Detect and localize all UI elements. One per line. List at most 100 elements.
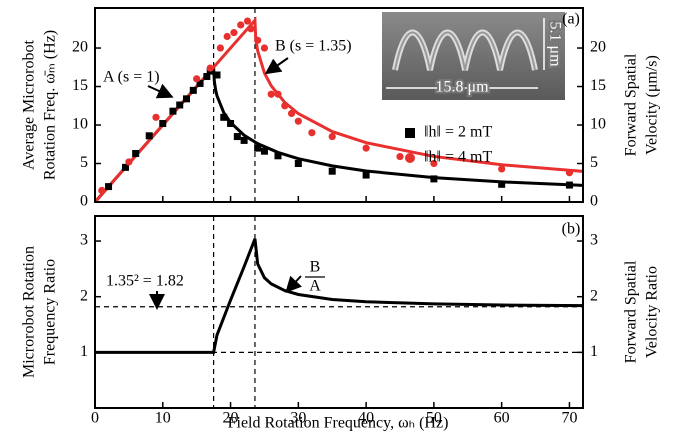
y-axis-label: Average Microrobot — [21, 40, 38, 170]
legend-label: ‖h‖ = 2 mT — [424, 124, 492, 141]
x-tick-label: 70 — [561, 410, 577, 427]
inset-width-label: 15.8 μm — [435, 79, 489, 96]
fraction-numerator: B — [310, 259, 321, 276]
y2-tick-label: 0 — [590, 193, 598, 210]
fit-curve — [95, 238, 584, 354]
inset-helix-shade — [394, 31, 536, 71]
annotation: B (s = 1.35) — [275, 38, 352, 55]
data-point — [254, 36, 262, 44]
data-point — [240, 136, 248, 144]
data-point — [274, 90, 282, 98]
y-tick-label: 3 — [80, 232, 88, 249]
legend-marker — [405, 128, 415, 138]
y2-tick-label: 15 — [590, 77, 606, 94]
y-tick-label: 5 — [80, 154, 88, 171]
data-point — [176, 101, 184, 109]
y-tick-label: 10 — [72, 116, 88, 133]
data-point — [213, 71, 221, 79]
data-point — [294, 160, 302, 168]
y2-tick-label: 20 — [590, 39, 606, 56]
inset-height-label: 5.1 μm — [546, 21, 563, 67]
data-point — [196, 79, 204, 87]
y2-axis-label: Velocity Ratio — [644, 266, 661, 358]
x-tick-label: 20 — [223, 410, 239, 427]
data-point — [233, 133, 241, 141]
data-point — [267, 90, 275, 98]
y2-tick-label: 2 — [590, 287, 598, 304]
data-point — [216, 44, 224, 52]
data-point — [430, 175, 438, 183]
data-point — [328, 132, 336, 141]
y2-axis-label: Velocity (μm/s) — [644, 55, 661, 155]
data-point — [287, 109, 296, 118]
x-tick-label: 60 — [494, 410, 510, 427]
data-point — [328, 167, 336, 175]
legend-marker — [405, 153, 415, 163]
data-point — [260, 147, 268, 155]
legend-label: ‖h‖ = 4 mT — [424, 149, 492, 166]
y2-axis-label: Forward Spatial — [623, 53, 640, 156]
data-point — [260, 44, 269, 52]
data-point — [98, 186, 106, 195]
data-point — [498, 165, 506, 173]
data-point — [203, 73, 211, 81]
x-tick-label: 30 — [290, 410, 306, 427]
panel-label: (b) — [562, 221, 581, 238]
data-point — [227, 119, 235, 127]
data-point — [281, 102, 289, 110]
annotation: A (s = 1) — [103, 69, 160, 86]
plot-frame — [94, 215, 584, 409]
data-point — [430, 159, 438, 168]
data-point — [274, 152, 282, 160]
annotation-arrow — [285, 275, 303, 293]
y2-tick-label: 5 — [590, 154, 598, 171]
data-point — [243, 17, 252, 25]
data-point — [220, 113, 228, 121]
plot-frame — [94, 7, 584, 203]
annotation-arrow — [264, 57, 289, 75]
data-point — [193, 75, 201, 83]
x-axis-label: Field Rotation Frequency, ωₕ (Hz) — [228, 415, 449, 432]
data-point — [183, 95, 190, 103]
fit-curve — [93, 63, 584, 203]
y-tick-label: 20 — [72, 39, 88, 56]
data-point — [152, 113, 160, 121]
y-tick-label: 0 — [80, 193, 88, 210]
y-tick-label: 2 — [80, 287, 88, 304]
y2-tick-label: 3 — [590, 232, 598, 249]
data-point — [237, 21, 245, 29]
data-point — [132, 150, 140, 157]
data-point — [125, 158, 133, 166]
data-point — [308, 129, 316, 137]
y-axis-label: Microrobot Rotation — [21, 246, 38, 378]
data-point — [247, 25, 255, 33]
data-point — [254, 144, 262, 152]
fraction-denominator: A — [309, 278, 321, 295]
x-tick-label: 0 — [91, 410, 99, 427]
data-point — [230, 29, 238, 37]
data-point — [145, 132, 153, 140]
y-tick-label: 1 — [80, 343, 88, 360]
x-tick-label: 10 — [155, 410, 171, 427]
annotation-arrow — [147, 83, 174, 99]
data-point — [362, 144, 370, 152]
data-point — [294, 117, 302, 125]
data-point — [105, 183, 113, 191]
data-point — [159, 119, 167, 127]
y2-tick-label: 10 — [590, 116, 606, 133]
data-point — [223, 32, 231, 41]
annotation: 1.35² = 1.82 — [106, 273, 184, 290]
data-point — [498, 180, 506, 188]
x-tick-label: 50 — [426, 410, 442, 427]
y2-axis-label: Forward Spatial — [623, 260, 640, 363]
data-point — [565, 169, 574, 177]
data-point — [362, 171, 370, 179]
data-point — [396, 152, 404, 161]
data-point — [206, 64, 214, 72]
data-point — [189, 86, 197, 94]
panel: 0 5 10 15 20 0 5 10 15 20 ‖h‖ = 2 mT ‖h‖ = 4 mT Aver… — [21, 7, 661, 210]
data-point — [565, 181, 573, 189]
